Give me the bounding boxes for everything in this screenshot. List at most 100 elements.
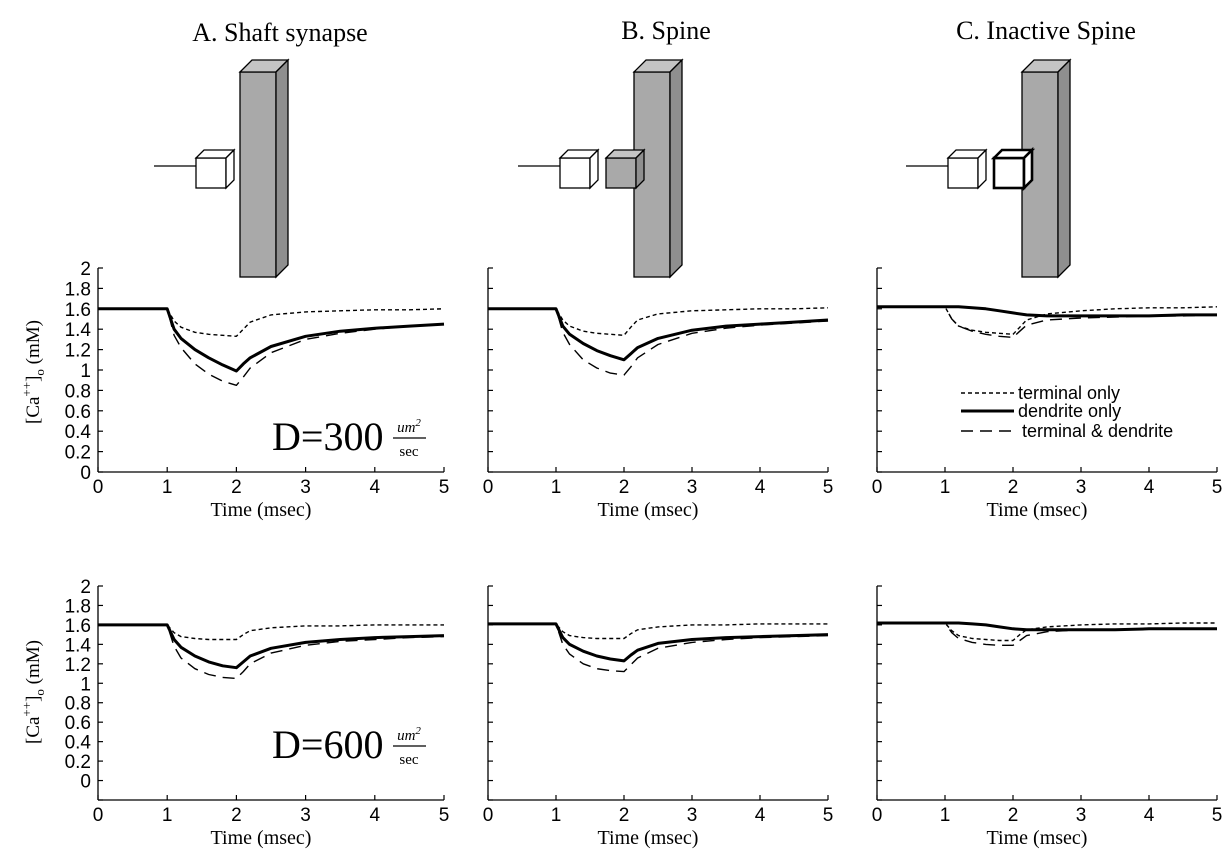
- series-line-terminal-only: [98, 624, 444, 641]
- x-tick-label: 2: [1008, 805, 1019, 826]
- x-tick-label: 0: [872, 477, 883, 498]
- x-tick-label: 2: [231, 805, 242, 826]
- x-tick-label: 4: [1144, 477, 1155, 498]
- d-unit-numerator: um2: [397, 417, 421, 436]
- y-tick-label: 0: [80, 463, 91, 484]
- presynaptic-terminal: [558, 148, 600, 190]
- x-axis-label: Time (msec): [598, 827, 699, 849]
- d-unit-denominator: sec: [399, 444, 418, 460]
- x-tick-label: 4: [1144, 805, 1155, 826]
- x-tick-label: 0: [93, 805, 104, 826]
- y-tick-label: 1.2: [65, 341, 91, 362]
- dendrite-shaft-side: [1057, 58, 1071, 279]
- legend: terminal only dendrite only terminal & d…: [961, 383, 1173, 441]
- x-axis-label: Time (msec): [987, 827, 1088, 849]
- y-tick-label: 0.8: [65, 381, 91, 402]
- legend-label-terminal-dendrite: terminal & dendrite: [1022, 421, 1173, 441]
- x-axis-label: Time (msec): [211, 827, 312, 849]
- dendrite-shaft-side: [275, 58, 289, 279]
- panel-B2: 0 1 2 3 4 5 Time (msec): [483, 585, 834, 849]
- x-tick-label: 4: [370, 805, 381, 826]
- y-label-sup: ++: [19, 702, 34, 717]
- x-tick-label: 2: [231, 477, 242, 498]
- y-tick-label: 0.8: [65, 694, 91, 715]
- y-label-sub: o: [32, 369, 47, 376]
- dendrite-shaft-front: [239, 71, 277, 278]
- dendrite-shaft: [238, 58, 290, 279]
- y-label-close: ]: [23, 696, 44, 702]
- diagram-inactive: [906, 58, 1072, 279]
- dendritic-spine-side: [635, 148, 645, 190]
- x-tick-label: 5: [1212, 477, 1223, 498]
- x-tick-label: 1: [551, 477, 562, 498]
- series-line-terminal-dendrite: [877, 622, 1217, 646]
- y-label-unit: (mM): [23, 640, 44, 689]
- presynaptic-terminal-front: [559, 157, 591, 189]
- x-tick-label: 1: [162, 477, 173, 498]
- x-tick-label: 3: [687, 477, 698, 498]
- y-axis-label-row2: [Ca++]o (mM): [19, 640, 47, 744]
- x-tick-label: 4: [755, 805, 766, 826]
- y-tick-label: 2: [80, 577, 91, 598]
- series-line-terminal-dendrite: [877, 306, 1218, 339]
- column-title-b: B. Spine: [621, 16, 711, 45]
- x-tick-label: 4: [755, 477, 766, 498]
- y-tick-label: 0.4: [65, 422, 92, 443]
- x-tick-label: 2: [619, 477, 630, 498]
- d-unit-numerator: um2: [397, 725, 421, 744]
- x-axis-label: Time (msec): [987, 499, 1088, 521]
- y-tick-label: 1.4: [65, 320, 92, 341]
- x-tick-label: 5: [439, 805, 450, 826]
- y-label-close: ]: [23, 376, 44, 382]
- series-line-terminal-dendrite: [488, 308, 829, 376]
- y-tick-label: 1.2: [65, 655, 91, 676]
- d-value-text: D=300: [272, 414, 383, 459]
- y-label-base: [Ca: [23, 396, 44, 424]
- y-tick-label: 1.6: [65, 616, 91, 637]
- dendrite-shaft-side: [669, 58, 683, 279]
- d-value-text: D=600: [272, 722, 383, 767]
- y-label-unit: (mM): [23, 320, 44, 369]
- dendritic-spine-front: [605, 157, 637, 189]
- x-axis-label: Time (msec): [211, 499, 312, 521]
- y-tick-label: 1: [80, 674, 91, 695]
- x-tick-label: 2: [1008, 477, 1019, 498]
- series-line-dendrite-only: [488, 307, 829, 362]
- x-tick-label: 1: [940, 805, 951, 826]
- y-tick-label: 1: [80, 361, 91, 382]
- y-tick-label: 0.6: [65, 713, 91, 734]
- dendritic-spine: [604, 148, 646, 190]
- y-label-sup: ++: [19, 382, 34, 397]
- x-axis-label: Time (msec): [598, 499, 699, 521]
- series-line-terminal-only: [488, 307, 829, 336]
- series-line-terminal-only: [877, 306, 1218, 335]
- synapse-diagrams: [154, 58, 1072, 279]
- x-tick-label: 4: [370, 477, 381, 498]
- series-line-dendrite-only: [488, 622, 829, 663]
- y-label-sub: o: [32, 689, 47, 696]
- y-tick-label: 1.8: [65, 596, 91, 617]
- dendritic-spine-front: [992, 156, 1026, 190]
- series-line-terminal-dendrite: [98, 624, 445, 680]
- series-line-terminal-only: [98, 308, 445, 337]
- x-tick-label: 3: [1076, 805, 1087, 826]
- y-tick-label: 1.6: [65, 300, 91, 321]
- series-line-dendrite-only: [877, 305, 1217, 318]
- series-line-dendrite-only: [98, 307, 445, 373]
- y-tick-label: 1.8: [65, 279, 91, 300]
- series-line-terminal-dendrite: [98, 308, 445, 386]
- x-tick-label: 2: [619, 805, 630, 826]
- legend-label-dendrite-only: dendrite only: [1018, 401, 1121, 421]
- y-tick-label: 2: [80, 259, 91, 280]
- presynaptic-terminal-front: [947, 157, 979, 189]
- x-tick-label: 5: [823, 805, 834, 826]
- x-tick-label: 1: [162, 805, 173, 826]
- panel-C1: 0 1 2 3 4 5 Time (msec): [872, 267, 1223, 521]
- y-tick-label: 0: [80, 772, 91, 793]
- x-tick-label: 3: [1076, 477, 1087, 498]
- y-label-base: [Ca: [23, 716, 44, 744]
- legend-label-terminal-only: terminal only: [1018, 383, 1120, 403]
